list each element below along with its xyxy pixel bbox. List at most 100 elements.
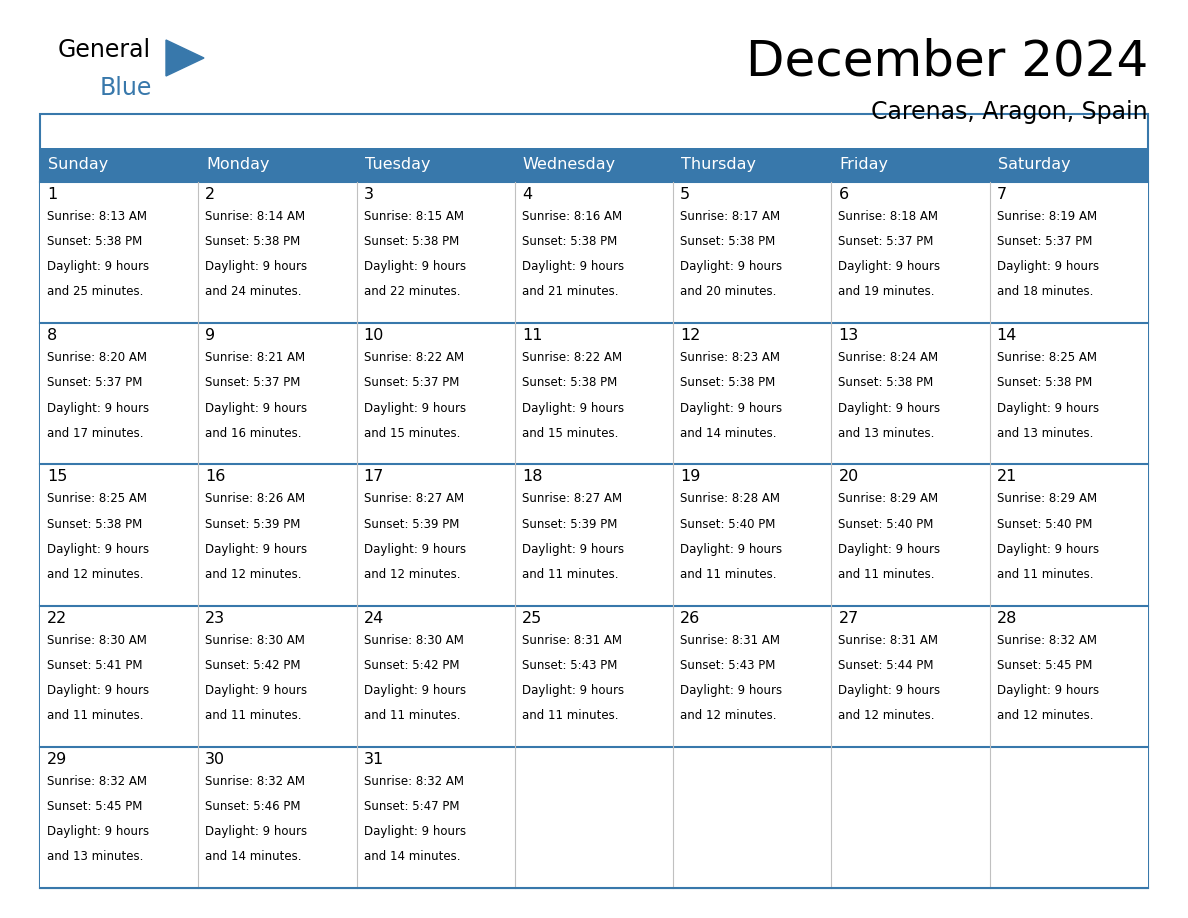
Text: Sunrise: 8:30 AM: Sunrise: 8:30 AM bbox=[206, 633, 305, 646]
Text: Sunrise: 8:30 AM: Sunrise: 8:30 AM bbox=[364, 633, 463, 646]
Text: and 11 minutes.: and 11 minutes. bbox=[206, 709, 302, 722]
Text: Sunrise: 8:31 AM: Sunrise: 8:31 AM bbox=[522, 633, 621, 646]
Text: Sunrise: 8:22 AM: Sunrise: 8:22 AM bbox=[522, 352, 623, 364]
Bar bbox=[514, 182, 674, 323]
Text: Sunrise: 8:18 AM: Sunrise: 8:18 AM bbox=[839, 210, 939, 223]
Text: 29: 29 bbox=[48, 752, 68, 767]
Text: Sunrise: 8:32 AM: Sunrise: 8:32 AM bbox=[364, 775, 463, 788]
Text: 13: 13 bbox=[839, 329, 859, 343]
Text: Sunset: 5:39 PM: Sunset: 5:39 PM bbox=[522, 518, 618, 531]
Text: Sunset: 5:38 PM: Sunset: 5:38 PM bbox=[522, 376, 617, 389]
Text: Sunrise: 8:32 AM: Sunrise: 8:32 AM bbox=[48, 775, 147, 788]
Bar bbox=[356, 323, 514, 465]
Text: Carenas, Aragon, Spain: Carenas, Aragon, Spain bbox=[871, 100, 1148, 124]
Text: 7: 7 bbox=[997, 187, 1007, 202]
Text: Daylight: 9 hours: Daylight: 9 hours bbox=[839, 401, 941, 415]
Text: and 14 minutes.: and 14 minutes. bbox=[206, 850, 302, 863]
Text: Daylight: 9 hours: Daylight: 9 hours bbox=[48, 261, 150, 274]
Text: Sunrise: 8:27 AM: Sunrise: 8:27 AM bbox=[364, 492, 463, 506]
Text: Daylight: 9 hours: Daylight: 9 hours bbox=[681, 684, 782, 697]
Text: 14: 14 bbox=[997, 329, 1017, 343]
Text: Daylight: 9 hours: Daylight: 9 hours bbox=[522, 261, 624, 274]
Bar bbox=[198, 323, 356, 465]
Bar bbox=[674, 747, 832, 888]
Text: and 11 minutes.: and 11 minutes. bbox=[681, 568, 777, 581]
Text: Sunrise: 8:27 AM: Sunrise: 8:27 AM bbox=[522, 492, 623, 506]
Text: 3: 3 bbox=[364, 187, 373, 202]
Polygon shape bbox=[166, 40, 204, 76]
Text: and 12 minutes.: and 12 minutes. bbox=[681, 709, 777, 722]
Text: Sunrise: 8:29 AM: Sunrise: 8:29 AM bbox=[997, 492, 1097, 506]
Bar bbox=[40, 148, 198, 182]
Text: 30: 30 bbox=[206, 752, 226, 767]
Bar bbox=[198, 747, 356, 888]
Text: Daylight: 9 hours: Daylight: 9 hours bbox=[48, 825, 150, 838]
Text: and 11 minutes.: and 11 minutes. bbox=[364, 709, 460, 722]
Bar bbox=[990, 465, 1148, 606]
Text: Sunset: 5:38 PM: Sunset: 5:38 PM bbox=[364, 235, 459, 248]
Bar bbox=[832, 465, 990, 606]
Text: 2: 2 bbox=[206, 187, 215, 202]
Text: 15: 15 bbox=[48, 469, 68, 485]
Text: Daylight: 9 hours: Daylight: 9 hours bbox=[206, 401, 308, 415]
Text: Daylight: 9 hours: Daylight: 9 hours bbox=[522, 684, 624, 697]
Text: Sunset: 5:42 PM: Sunset: 5:42 PM bbox=[364, 659, 459, 672]
Text: Daylight: 9 hours: Daylight: 9 hours bbox=[681, 261, 782, 274]
Text: Sunset: 5:40 PM: Sunset: 5:40 PM bbox=[997, 518, 1092, 531]
Text: 8: 8 bbox=[48, 329, 57, 343]
Bar bbox=[356, 182, 514, 323]
Text: and 12 minutes.: and 12 minutes. bbox=[206, 568, 302, 581]
Text: and 22 minutes.: and 22 minutes. bbox=[364, 285, 460, 298]
Bar bbox=[674, 182, 832, 323]
Bar bbox=[832, 148, 990, 182]
Text: Sunday: Sunday bbox=[48, 158, 108, 173]
Text: Sunset: 5:40 PM: Sunset: 5:40 PM bbox=[681, 518, 776, 531]
Text: Daylight: 9 hours: Daylight: 9 hours bbox=[997, 684, 1099, 697]
Text: 11: 11 bbox=[522, 329, 543, 343]
Text: Sunset: 5:38 PM: Sunset: 5:38 PM bbox=[48, 235, 143, 248]
Text: Sunrise: 8:23 AM: Sunrise: 8:23 AM bbox=[681, 352, 781, 364]
Text: Sunrise: 8:20 AM: Sunrise: 8:20 AM bbox=[48, 352, 147, 364]
Text: Sunset: 5:37 PM: Sunset: 5:37 PM bbox=[997, 235, 1092, 248]
Bar bbox=[990, 747, 1148, 888]
Text: 9: 9 bbox=[206, 329, 215, 343]
Text: and 11 minutes.: and 11 minutes. bbox=[839, 568, 935, 581]
Text: and 19 minutes.: and 19 minutes. bbox=[839, 285, 935, 298]
Bar bbox=[514, 323, 674, 465]
Text: Sunset: 5:46 PM: Sunset: 5:46 PM bbox=[206, 800, 301, 813]
Text: Blue: Blue bbox=[100, 76, 152, 100]
Text: Sunrise: 8:32 AM: Sunrise: 8:32 AM bbox=[206, 775, 305, 788]
Text: and 11 minutes.: and 11 minutes. bbox=[522, 709, 619, 722]
Text: Sunset: 5:43 PM: Sunset: 5:43 PM bbox=[681, 659, 776, 672]
Text: Sunrise: 8:30 AM: Sunrise: 8:30 AM bbox=[48, 633, 147, 646]
Bar bbox=[990, 148, 1148, 182]
Text: and 12 minutes.: and 12 minutes. bbox=[364, 568, 460, 581]
Text: Sunrise: 8:32 AM: Sunrise: 8:32 AM bbox=[997, 633, 1097, 646]
Text: Monday: Monday bbox=[207, 158, 270, 173]
Text: Daylight: 9 hours: Daylight: 9 hours bbox=[364, 543, 466, 555]
Text: Friday: Friday bbox=[840, 158, 889, 173]
Text: and 15 minutes.: and 15 minutes. bbox=[364, 427, 460, 440]
Bar bbox=[40, 323, 198, 465]
Text: and 12 minutes.: and 12 minutes. bbox=[997, 709, 1093, 722]
Text: Tuesday: Tuesday bbox=[365, 158, 430, 173]
Text: Daylight: 9 hours: Daylight: 9 hours bbox=[364, 401, 466, 415]
Text: Sunrise: 8:13 AM: Sunrise: 8:13 AM bbox=[48, 210, 147, 223]
Text: 10: 10 bbox=[364, 329, 384, 343]
Text: Sunset: 5:43 PM: Sunset: 5:43 PM bbox=[522, 659, 618, 672]
Bar bbox=[674, 323, 832, 465]
Text: Sunset: 5:38 PM: Sunset: 5:38 PM bbox=[997, 376, 1092, 389]
Text: Daylight: 9 hours: Daylight: 9 hours bbox=[48, 401, 150, 415]
Text: 24: 24 bbox=[364, 610, 384, 625]
Bar bbox=[514, 465, 674, 606]
Text: 22: 22 bbox=[48, 610, 68, 625]
Bar bbox=[832, 747, 990, 888]
Text: 12: 12 bbox=[681, 329, 701, 343]
Text: Daylight: 9 hours: Daylight: 9 hours bbox=[997, 261, 1099, 274]
Text: Sunset: 5:38 PM: Sunset: 5:38 PM bbox=[48, 518, 143, 531]
Text: Sunset: 5:38 PM: Sunset: 5:38 PM bbox=[839, 376, 934, 389]
Text: and 20 minutes.: and 20 minutes. bbox=[681, 285, 777, 298]
Text: and 15 minutes.: and 15 minutes. bbox=[522, 427, 618, 440]
Text: Daylight: 9 hours: Daylight: 9 hours bbox=[681, 543, 782, 555]
Text: and 16 minutes.: and 16 minutes. bbox=[206, 427, 302, 440]
